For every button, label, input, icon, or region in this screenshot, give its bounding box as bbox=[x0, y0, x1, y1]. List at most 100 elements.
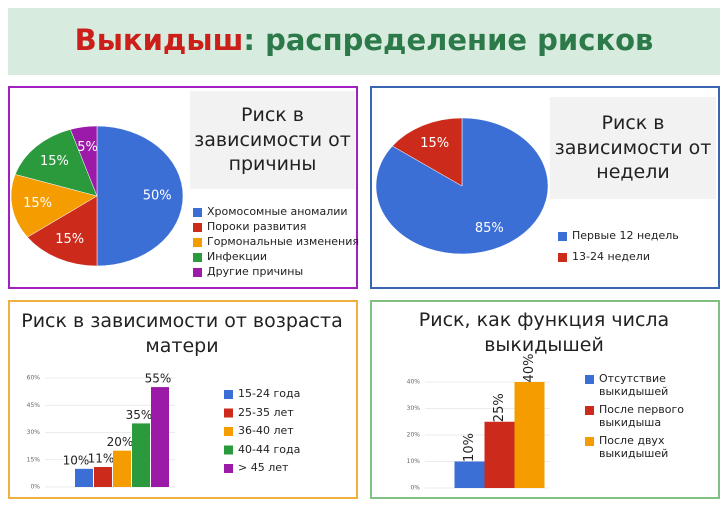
title-rest: : распределение рисков bbox=[243, 23, 653, 57]
legend-label-box: 15-24 года bbox=[238, 388, 301, 400]
legend-swatch bbox=[193, 268, 202, 277]
legend-label: 15-24 года bbox=[238, 388, 301, 400]
y-tick-label: 0% bbox=[30, 484, 40, 491]
legend-swatch bbox=[193, 253, 202, 262]
chart-title: Риск в зависимости от возраста матери bbox=[21, 310, 343, 357]
legend-label-box: 25-35 лет bbox=[238, 406, 294, 419]
header-box bbox=[8, 8, 720, 75]
legend-swatch bbox=[224, 390, 233, 399]
legend-swatch bbox=[224, 445, 233, 455]
legend-swatch bbox=[585, 406, 594, 415]
legend-label: Инфекции bbox=[207, 251, 268, 263]
bar bbox=[151, 387, 169, 487]
pie-slice bbox=[70, 125, 98, 197]
slice-label: 15% bbox=[420, 136, 449, 151]
y-tick-label: 45% bbox=[27, 402, 41, 409]
legend-label: 13-24 недели bbox=[572, 251, 650, 263]
chart-title: Риск в зависимости от недели bbox=[550, 97, 716, 199]
legend-swatch bbox=[585, 437, 594, 446]
slice-label: 50% bbox=[143, 189, 172, 204]
chart-title-box: Риск в зависимости от причины bbox=[190, 91, 355, 189]
y-tick-label: 20% bbox=[407, 432, 421, 439]
legend-label: Первые 12 недель bbox=[572, 230, 679, 242]
y-tick-label: 60% bbox=[27, 375, 41, 382]
y-tick-label: 30% bbox=[27, 429, 41, 436]
legend-label: > 45 лет bbox=[238, 462, 289, 474]
y-tick-label: 0% bbox=[410, 485, 420, 492]
panel bbox=[8, 300, 358, 499]
y-tick-label: 10% bbox=[407, 458, 421, 465]
legend-swatch bbox=[224, 408, 233, 418]
slice-label: 15% bbox=[55, 232, 84, 247]
bar bbox=[454, 461, 485, 488]
legend-label-box: Первые 12 недель bbox=[572, 230, 679, 242]
legend-label: После первого выкидыша bbox=[599, 404, 685, 429]
bar-value-label: 11% bbox=[88, 452, 115, 466]
bar-value-label: 55% bbox=[145, 372, 172, 386]
legend-label: 36-40 лет bbox=[238, 425, 294, 437]
header-title: Выкидыш: распределение рисков bbox=[75, 23, 654, 57]
legend-label: После двух выкидышей bbox=[599, 435, 669, 460]
chart-title-box: Риск в зависимости от недели bbox=[550, 97, 716, 199]
legend-label-box: 40-44 года bbox=[238, 443, 301, 456]
slice-label: 15% bbox=[23, 196, 52, 211]
bar-value-label: 20% bbox=[107, 435, 134, 449]
chart-title-box: Риск, как функция числа выкидышей bbox=[418, 309, 670, 356]
legend-label-box: После первого выкидыша bbox=[599, 404, 685, 429]
legend-label-box: > 45 лет bbox=[238, 462, 289, 474]
title-main: Выкидыш bbox=[75, 23, 244, 57]
legend-label-box: Отсутствие выкидышей bbox=[599, 373, 669, 398]
bar bbox=[94, 467, 112, 487]
chart-title: Риск в зависимости от причины bbox=[190, 91, 355, 189]
pie-slice bbox=[27, 195, 98, 267]
pie-slice bbox=[96, 125, 184, 267]
y-tick-label: 40% bbox=[407, 379, 421, 386]
legend-label: 40-44 года bbox=[238, 443, 301, 456]
legend-label-box: Пороки развития bbox=[207, 221, 307, 233]
legend-swatch bbox=[193, 238, 202, 247]
legend-label-box: Другие причины bbox=[207, 266, 304, 278]
legend-label: 25-35 лет bbox=[238, 406, 294, 419]
bar bbox=[75, 468, 93, 487]
bar bbox=[484, 421, 515, 488]
legend-label-box: Инфекции bbox=[207, 251, 268, 263]
y-tick-label: 30% bbox=[407, 405, 421, 412]
bar bbox=[514, 382, 545, 488]
slice-label: 5% bbox=[77, 140, 98, 155]
legend-label: Гормональные изменения bbox=[207, 236, 360, 248]
bar bbox=[132, 423, 150, 487]
bar bbox=[113, 450, 131, 487]
legend-swatch bbox=[224, 427, 233, 436]
legend-label-box: 36-40 лет bbox=[238, 425, 294, 437]
bar-value-label: 25% bbox=[492, 393, 507, 422]
legend-label-box: Хромосомные аномалии bbox=[207, 206, 348, 218]
legend-swatch bbox=[558, 253, 567, 262]
chart-title-box: Риск в зависимости от возраста матери bbox=[21, 310, 343, 357]
legend-swatch bbox=[558, 232, 567, 241]
pie-slice bbox=[14, 129, 98, 197]
bar-value-label: 40% bbox=[522, 354, 537, 383]
legend-swatch bbox=[585, 375, 594, 384]
y-tick-label: 15% bbox=[27, 456, 41, 463]
bar-value-label: 10% bbox=[462, 433, 477, 462]
legend-swatch bbox=[193, 223, 202, 232]
slice-label: 15% bbox=[40, 154, 69, 169]
chart-title: Риск, как функция числа выкидышей bbox=[418, 309, 670, 356]
legend-label-box: Гормональные изменения bbox=[207, 236, 360, 248]
bar-value-label: 10% bbox=[63, 453, 90, 467]
legend-label: Другие причины bbox=[207, 266, 304, 278]
legend-label: Пороки развития bbox=[207, 221, 307, 233]
panel bbox=[370, 300, 720, 499]
legend-swatch bbox=[224, 464, 233, 473]
pie-slice bbox=[392, 117, 463, 187]
pie-slice bbox=[375, 117, 549, 255]
legend-label: Хромосомные аномалии bbox=[207, 206, 348, 218]
legend-label-box: 13-24 недели bbox=[572, 251, 650, 263]
bar-value-label: 35% bbox=[126, 408, 153, 422]
legend-label: Отсутствие выкидышей bbox=[599, 373, 669, 398]
slice-label: 85% bbox=[475, 221, 504, 236]
legend-swatch bbox=[193, 208, 202, 217]
pie-slice bbox=[10, 174, 98, 238]
legend-label-box: После двух выкидышей bbox=[599, 435, 669, 460]
